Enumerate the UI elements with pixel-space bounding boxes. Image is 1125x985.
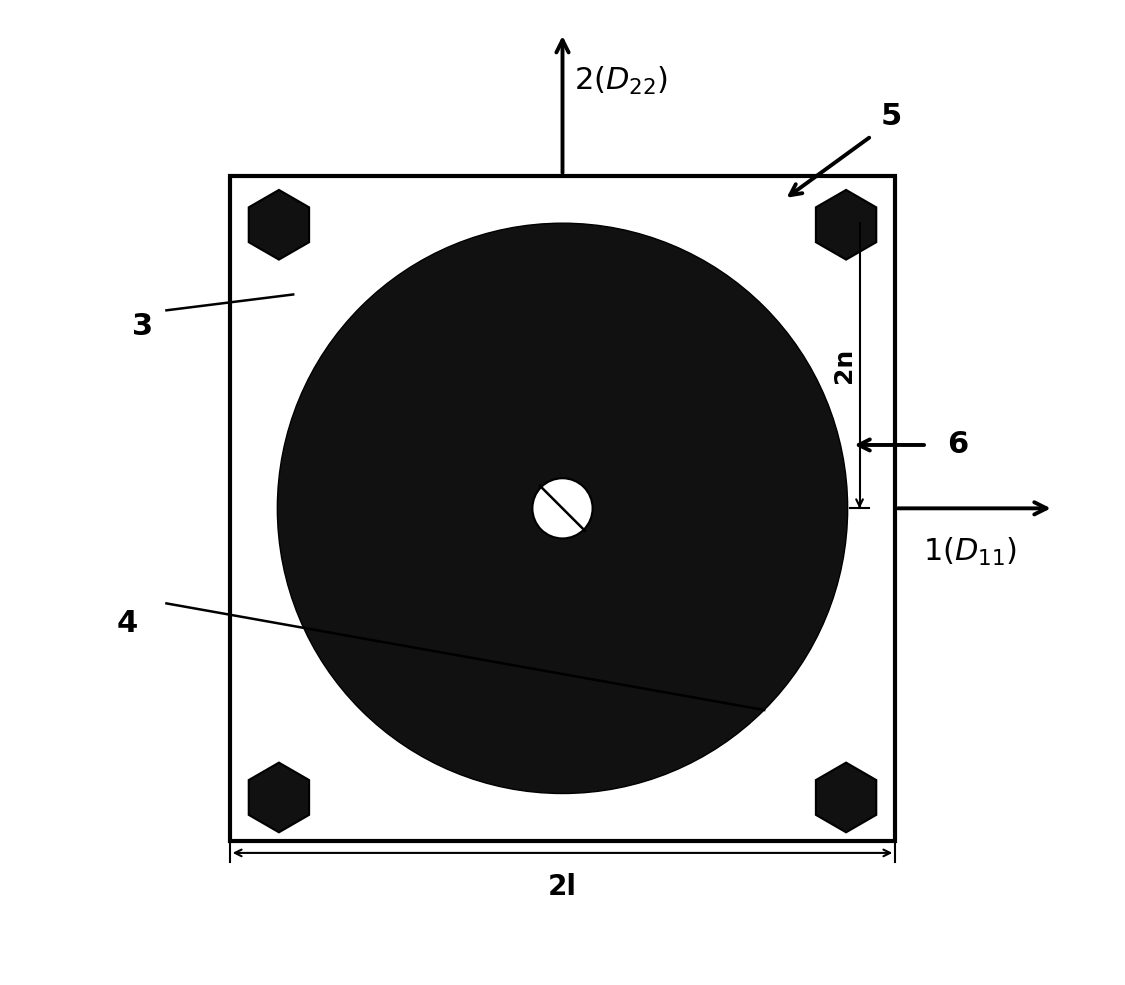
Text: 2l: 2l (548, 873, 577, 900)
Text: $2\left(D_{22}\right)$: $2\left(D_{22}\right)$ (575, 65, 668, 97)
Polygon shape (816, 762, 876, 832)
Bar (229, 175, 896, 841)
Text: 2n: 2n (831, 348, 856, 383)
Circle shape (532, 479, 593, 539)
Polygon shape (249, 762, 309, 832)
Polygon shape (249, 190, 309, 260)
Text: 4: 4 (116, 609, 137, 637)
Text: 5: 5 (881, 101, 902, 131)
Text: $1\left(D_{11}\right)$: $1\left(D_{11}\right)$ (922, 536, 1017, 568)
Text: 6: 6 (946, 430, 968, 459)
Text: 3: 3 (132, 311, 153, 341)
Circle shape (278, 224, 847, 794)
Polygon shape (816, 190, 876, 260)
